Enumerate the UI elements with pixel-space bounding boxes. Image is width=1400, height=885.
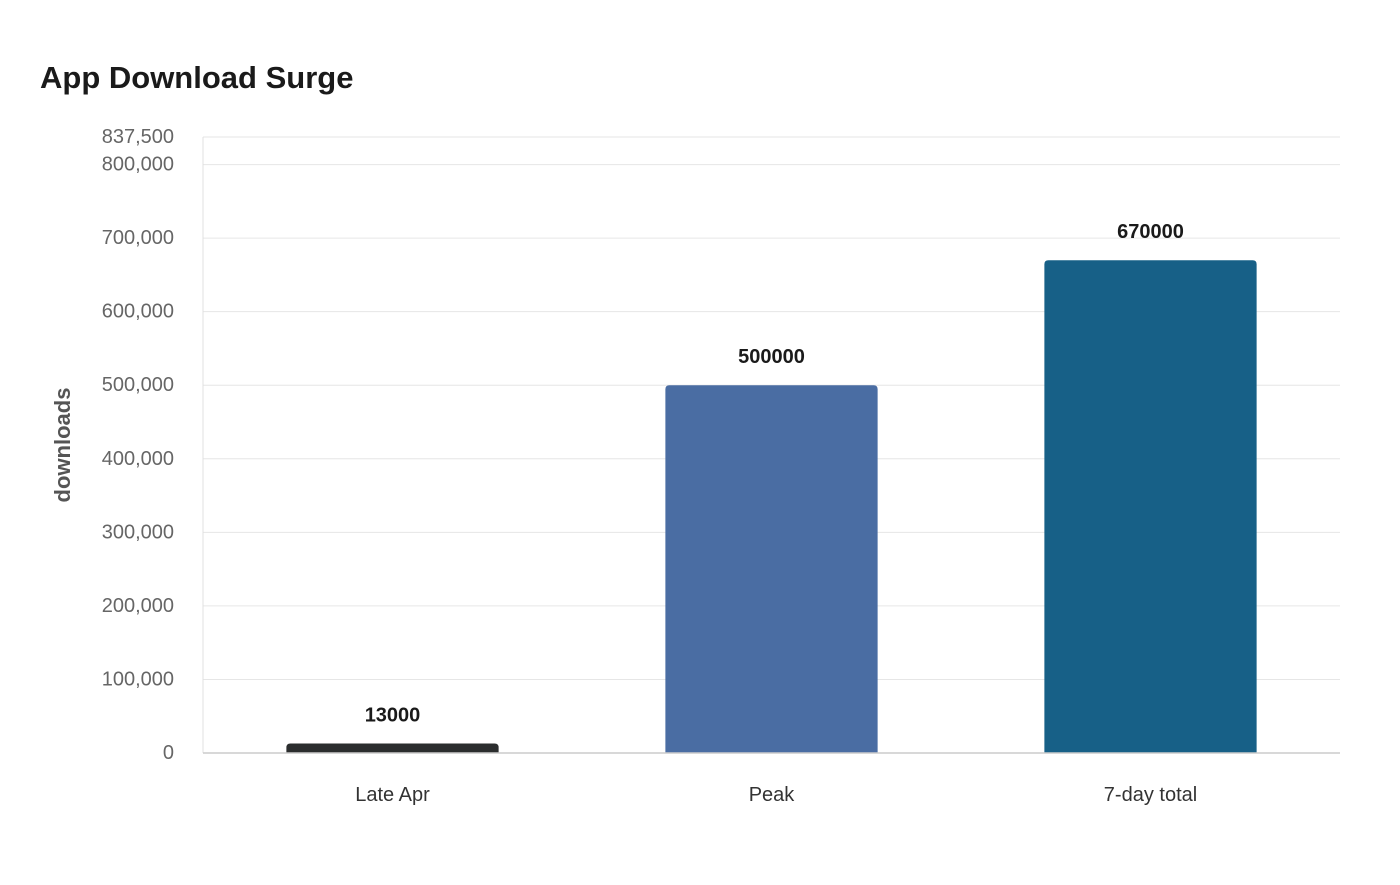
y-tick-label: 400,000: [102, 448, 174, 470]
y-tick-label: 100,000: [102, 668, 174, 690]
x-axis-categories: Late Apr Peak 7-day total: [355, 784, 1197, 806]
x-tick-label: Peak: [749, 784, 796, 806]
y-axis-ticks: 0 100,000 200,000 300,000 400,000 500,000 600,…: [102, 126, 174, 764]
chart-title: App Download Surge: [40, 60, 354, 95]
y-tick-label: 837,500: [102, 126, 174, 148]
y-tick-label: 500,000: [102, 374, 174, 396]
data-labels: 13000 500000 670000: [365, 221, 1184, 726]
bar: [665, 385, 878, 753]
bar: [1044, 260, 1257, 753]
y-axis-title: downloads: [50, 388, 75, 503]
bar-value-label: 670000: [1117, 221, 1184, 243]
y-tick-label: 200,000: [102, 595, 174, 617]
y-tick-label: 600,000: [102, 301, 174, 323]
y-tick-label: 800,000: [102, 154, 174, 176]
bars: [286, 260, 1257, 753]
bar-value-label: 13000: [365, 704, 421, 726]
bar: [286, 743, 499, 753]
bar-value-label: 500000: [738, 346, 805, 368]
y-tick-label: 300,000: [102, 521, 174, 543]
x-tick-label: 7-day total: [1104, 784, 1197, 806]
y-tick-label: 0: [163, 742, 174, 764]
y-tick-label: 700,000: [102, 227, 174, 249]
x-tick-label: Late Apr: [355, 784, 430, 806]
